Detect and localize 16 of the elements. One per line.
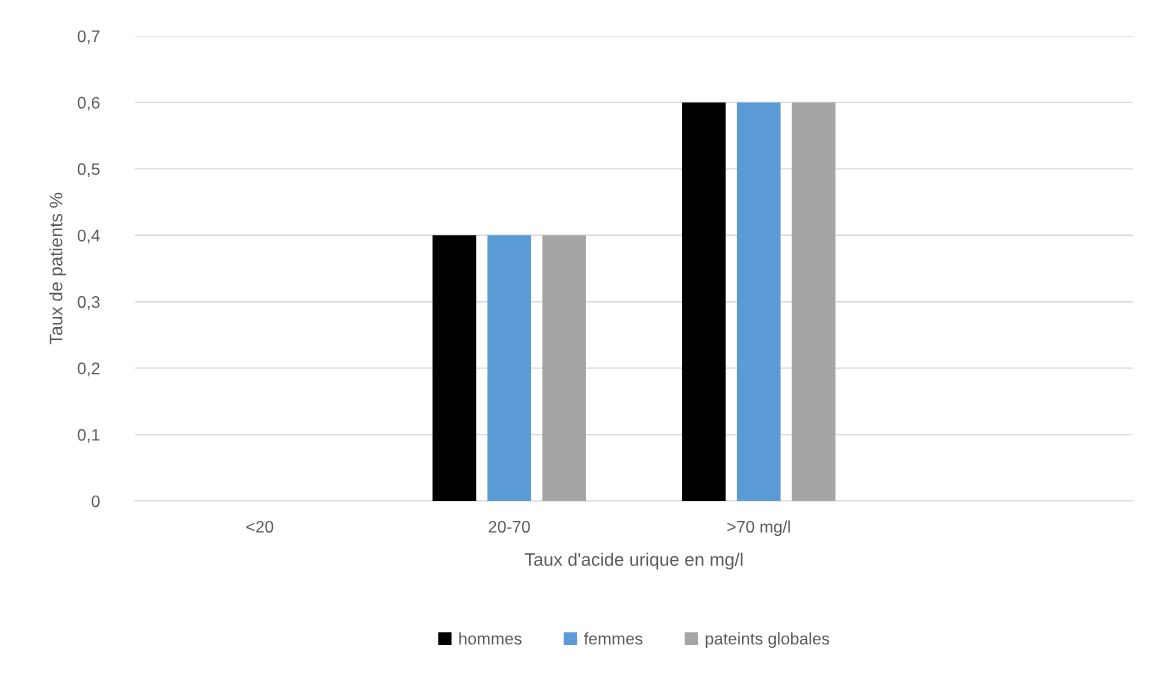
y-tick-label: 0,2 bbox=[77, 362, 100, 377]
y-tick-label: 0,6 bbox=[77, 96, 100, 111]
y-tick-label: 0,1 bbox=[77, 428, 100, 443]
y-tick-label: 0 bbox=[91, 495, 100, 508]
y-tick-label: 0,3 bbox=[77, 296, 100, 310]
x-tick-label: >70 mg/l bbox=[727, 520, 790, 536]
y-tick-label: 0,4 bbox=[77, 229, 100, 244]
y-axis-title: Taux de patients % bbox=[49, 192, 66, 345]
x-tick-label: 20-70 bbox=[488, 520, 530, 533]
y-tick-label: 0,7 bbox=[77, 30, 100, 45]
legend-label: femmes bbox=[584, 632, 643, 645]
y-tick-label: 0,5 bbox=[77, 163, 100, 178]
x-tick-label: <20 bbox=[246, 520, 274, 533]
legend-label: hommes bbox=[459, 632, 522, 645]
legend-label: pateints globales bbox=[705, 632, 830, 648]
x-axis-title: Taux d'acide urique en mg/l bbox=[524, 552, 743, 570]
